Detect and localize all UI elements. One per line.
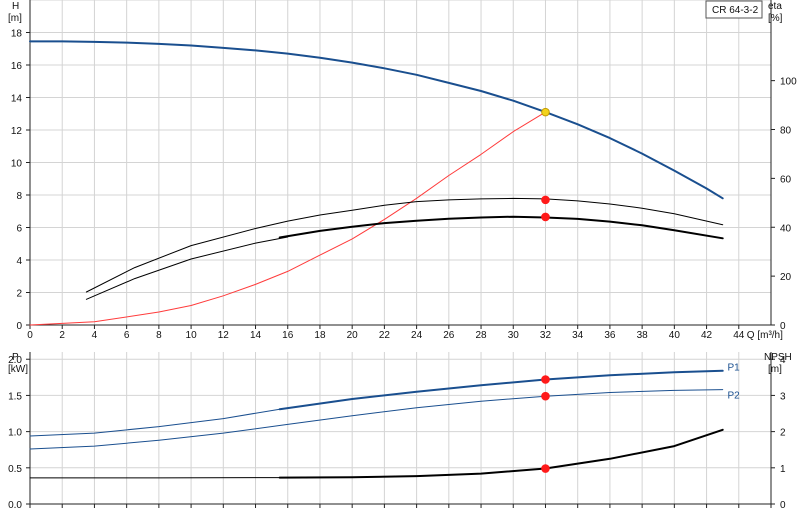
left-axis-tick-label: 16	[11, 61, 23, 72]
x-axis-tick-label: 28	[475, 330, 487, 341]
right-axis-tick-label: 80	[780, 126, 792, 137]
left-axis-tick-label: 12	[11, 126, 23, 137]
right-axis-tick-label: 40	[780, 223, 792, 234]
left-axis-unit: [m]	[8, 13, 22, 24]
left-axis-tick-label: 2	[16, 289, 22, 300]
x-axis-tick-label: 20	[347, 330, 359, 341]
right-axis-tick-label: 100	[780, 77, 797, 88]
right-axis-title: eta	[768, 1, 782, 12]
right-axis-tick-label: 1	[780, 464, 786, 475]
x-axis-tick-label: 18	[314, 330, 326, 341]
x-axis-tick-label: 40	[669, 330, 681, 341]
right-axis-tick-label: 20	[780, 272, 792, 283]
left-axis-tick-label: 1.5	[8, 391, 22, 402]
duty-point-marker	[542, 108, 550, 116]
duty-point-marker	[542, 392, 550, 400]
left-axis-tick-label: 10	[11, 159, 23, 170]
duty-point-marker	[542, 213, 550, 221]
x-axis-tick-label: 38	[637, 330, 649, 341]
left-axis-title: P	[12, 352, 19, 363]
left-axis-title: H	[12, 1, 19, 12]
x-axis-tick-label: 12	[218, 330, 230, 341]
x-axis-tick-label: 26	[443, 330, 455, 341]
x-axis-tick-label: 6	[124, 330, 130, 341]
x-axis-tick-label: 24	[411, 330, 423, 341]
x-axis-tick-label: 30	[508, 330, 520, 341]
x-axis-tick-label: 36	[604, 330, 616, 341]
x-axis-tick-label: 4	[92, 330, 98, 341]
right-axis-unit: [%]	[768, 13, 783, 24]
series-label: P1	[728, 362, 741, 373]
right-axis-tick-label: 2	[780, 428, 786, 439]
left-axis-unit: [kW]	[8, 364, 28, 375]
left-axis-tick-label: 0	[16, 321, 22, 332]
x-axis-tick-label: 42	[701, 330, 713, 341]
x-axis-tick-label: 14	[250, 330, 262, 341]
left-axis-tick-label: 8	[16, 191, 22, 202]
left-axis-tick-label: 0.0	[8, 500, 22, 511]
right-axis-tick-label: 0	[780, 500, 786, 511]
x-axis-tick-label: 32	[540, 330, 552, 341]
x-axis-tick-label: 34	[572, 330, 584, 341]
series-line	[86, 198, 722, 292]
title-box: CR 64-3-2	[706, 1, 762, 18]
x-axis-tick-label: 8	[156, 330, 162, 341]
left-axis-tick-label: 6	[16, 224, 22, 235]
x-axis-tick-label: 10	[186, 330, 198, 341]
left-axis-tick-label: 1.0	[8, 428, 22, 439]
x-axis-tick-label: 22	[379, 330, 391, 341]
right-axis-title: NPSH	[764, 352, 792, 363]
left-axis-tick-label: 14	[11, 94, 23, 105]
chart-title: CR 64-3-2	[712, 5, 759, 16]
x-axis-tick-label: 44	[733, 330, 745, 341]
duty-point-marker	[542, 376, 550, 384]
x-axis-tick-label: 0	[27, 330, 33, 341]
series-label: P2	[728, 391, 741, 402]
right-axis-unit: [m]	[768, 364, 782, 375]
x-axis-tick-label: 2	[59, 330, 65, 341]
right-axis-tick-label: 3	[780, 391, 786, 402]
right-axis-tick-label: 60	[780, 174, 792, 185]
x-axis-title: Q [m³/h]	[747, 330, 783, 341]
x-axis-tick-label: 16	[282, 330, 294, 341]
series-line	[280, 371, 723, 409]
duty-point-marker	[542, 196, 550, 204]
left-axis-tick-label: 4	[16, 256, 22, 267]
series-line	[280, 430, 723, 478]
duty-point-marker	[542, 465, 550, 473]
series-line	[30, 390, 723, 449]
series-line	[86, 237, 287, 299]
left-axis-tick-label: 18	[11, 29, 23, 40]
left-axis-tick-label: 0.5	[8, 464, 22, 475]
